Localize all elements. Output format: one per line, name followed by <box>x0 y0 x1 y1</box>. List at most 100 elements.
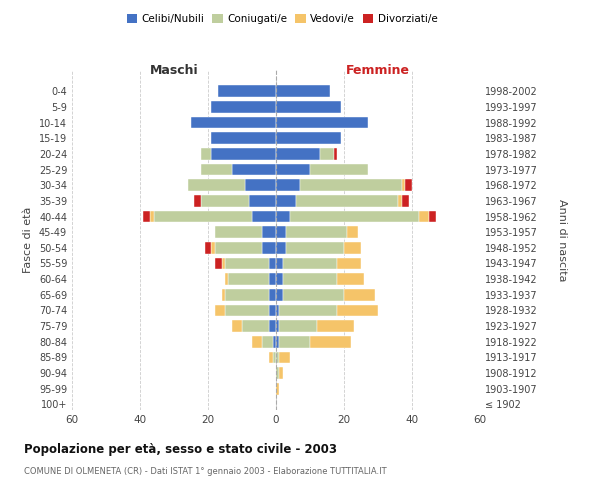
Bar <box>225 289 269 300</box>
Bar <box>252 210 276 222</box>
Bar <box>283 289 344 300</box>
Bar <box>320 148 334 160</box>
Bar <box>225 258 269 270</box>
Bar <box>276 86 331 97</box>
Bar <box>276 180 300 191</box>
Bar <box>269 352 272 363</box>
Bar <box>280 367 283 379</box>
Bar <box>252 336 262 347</box>
Bar <box>232 164 276 175</box>
Bar <box>280 352 290 363</box>
Bar <box>154 210 252 222</box>
Bar <box>245 180 276 191</box>
Bar <box>300 180 402 191</box>
Bar <box>296 195 398 206</box>
Bar <box>276 148 320 160</box>
Bar <box>262 336 272 347</box>
Bar <box>188 180 245 191</box>
Bar <box>269 258 276 270</box>
Bar <box>419 210 429 222</box>
Bar <box>283 258 337 270</box>
Bar <box>276 336 280 347</box>
Bar <box>276 304 280 316</box>
Bar <box>280 304 337 316</box>
Bar <box>215 226 262 238</box>
Bar <box>225 274 229 285</box>
Bar <box>194 195 201 206</box>
Y-axis label: Anni di nascita: Anni di nascita <box>557 198 567 281</box>
Bar <box>215 242 262 254</box>
Bar <box>280 320 317 332</box>
Bar <box>232 320 242 332</box>
Bar <box>337 274 364 285</box>
Bar <box>225 304 269 316</box>
Bar <box>276 101 341 113</box>
Bar <box>276 367 280 379</box>
Bar <box>344 242 361 254</box>
Bar <box>191 117 276 128</box>
Bar <box>215 258 221 270</box>
Bar <box>405 180 412 191</box>
Bar <box>218 86 276 97</box>
Bar <box>283 274 337 285</box>
Bar <box>211 148 276 160</box>
Bar <box>347 226 358 238</box>
Bar <box>221 258 225 270</box>
Legend: Celibi/Nubili, Coniugati/e, Vedovi/e, Divorziati/e: Celibi/Nubili, Coniugati/e, Vedovi/e, Di… <box>122 10 442 29</box>
Bar <box>211 242 215 254</box>
Bar <box>201 195 249 206</box>
Bar <box>269 320 276 332</box>
Bar <box>317 320 354 332</box>
Bar <box>269 289 276 300</box>
Bar <box>269 274 276 285</box>
Bar <box>262 226 276 238</box>
Bar <box>262 242 276 254</box>
Bar <box>276 258 283 270</box>
Bar <box>276 242 286 254</box>
Bar <box>229 274 269 285</box>
Bar <box>276 289 283 300</box>
Bar <box>276 226 286 238</box>
Bar <box>221 289 225 300</box>
Bar <box>337 304 378 316</box>
Y-axis label: Fasce di età: Fasce di età <box>23 207 33 273</box>
Bar <box>286 226 347 238</box>
Bar <box>276 195 296 206</box>
Text: Popolazione per età, sesso e stato civile - 2003: Popolazione per età, sesso e stato civil… <box>24 442 337 456</box>
Bar <box>215 304 225 316</box>
Bar <box>310 336 351 347</box>
Bar <box>272 352 276 363</box>
Bar <box>242 320 269 332</box>
Bar <box>211 101 276 113</box>
Bar <box>310 164 368 175</box>
Bar <box>276 352 280 363</box>
Bar <box>429 210 436 222</box>
Bar <box>150 210 154 222</box>
Bar <box>280 336 310 347</box>
Bar <box>143 210 150 222</box>
Bar <box>276 117 368 128</box>
Bar <box>398 195 402 206</box>
Text: Femmine: Femmine <box>346 64 410 77</box>
Text: Maschi: Maschi <box>149 64 199 77</box>
Bar <box>201 164 232 175</box>
Bar <box>249 195 276 206</box>
Bar <box>290 210 419 222</box>
Bar <box>201 148 211 160</box>
Bar <box>276 274 283 285</box>
Bar <box>211 132 276 144</box>
Bar <box>402 195 409 206</box>
Bar <box>344 289 374 300</box>
Bar <box>286 242 344 254</box>
Bar <box>276 320 280 332</box>
Bar <box>276 164 310 175</box>
Bar <box>337 258 361 270</box>
Bar <box>269 304 276 316</box>
Bar <box>276 132 341 144</box>
Bar <box>276 210 290 222</box>
Bar <box>334 148 337 160</box>
Text: COMUNE DI OLMENETA (CR) - Dati ISTAT 1° gennaio 2003 - Elaborazione TUTTITALIA.I: COMUNE DI OLMENETA (CR) - Dati ISTAT 1° … <box>24 468 386 476</box>
Bar <box>402 180 405 191</box>
Bar <box>276 383 280 394</box>
Bar <box>272 336 276 347</box>
